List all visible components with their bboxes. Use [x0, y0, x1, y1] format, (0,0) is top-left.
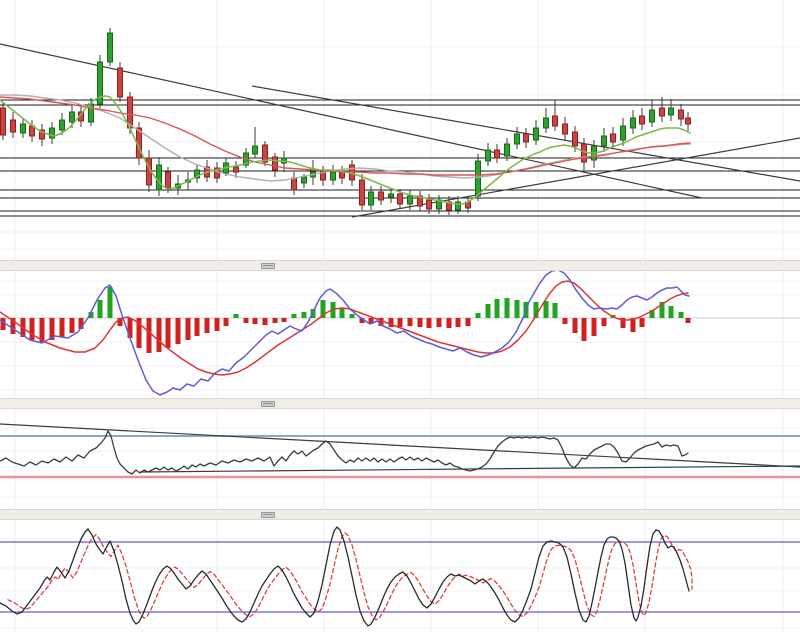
candlestick-series	[0, 28, 691, 215]
pane-separator-1[interactable]	[0, 260, 800, 271]
adx-pane[interactable]	[0, 409, 800, 509]
macd-gridlines	[0, 280, 800, 391]
macd-lines	[0, 271, 690, 396]
pane-separator-3[interactable]	[0, 509, 800, 520]
stochastic-k-line	[0, 526, 690, 627]
pane-resize-handle-2[interactable]	[261, 401, 275, 407]
adx-gridlines	[0, 427, 800, 498]
pane-separator-2[interactable]	[0, 398, 800, 409]
pane-resize-handle-3[interactable]	[261, 512, 275, 518]
stochastic-pane[interactable]	[0, 520, 800, 632]
price-pane[interactable]	[0, 0, 800, 260]
pane-resize-handle-1[interactable]	[261, 263, 275, 269]
price-gridlines	[0, 46, 800, 250]
adx-line	[0, 430, 689, 475]
adx-trendlines	[0, 423, 800, 473]
moving-averages	[0, 94, 691, 205]
adx-level-lines	[0, 435, 800, 479]
macd-pane[interactable]	[0, 271, 800, 398]
stochastic-level-lines	[0, 541, 800, 613]
stochastic-d-line	[7, 532, 693, 621]
